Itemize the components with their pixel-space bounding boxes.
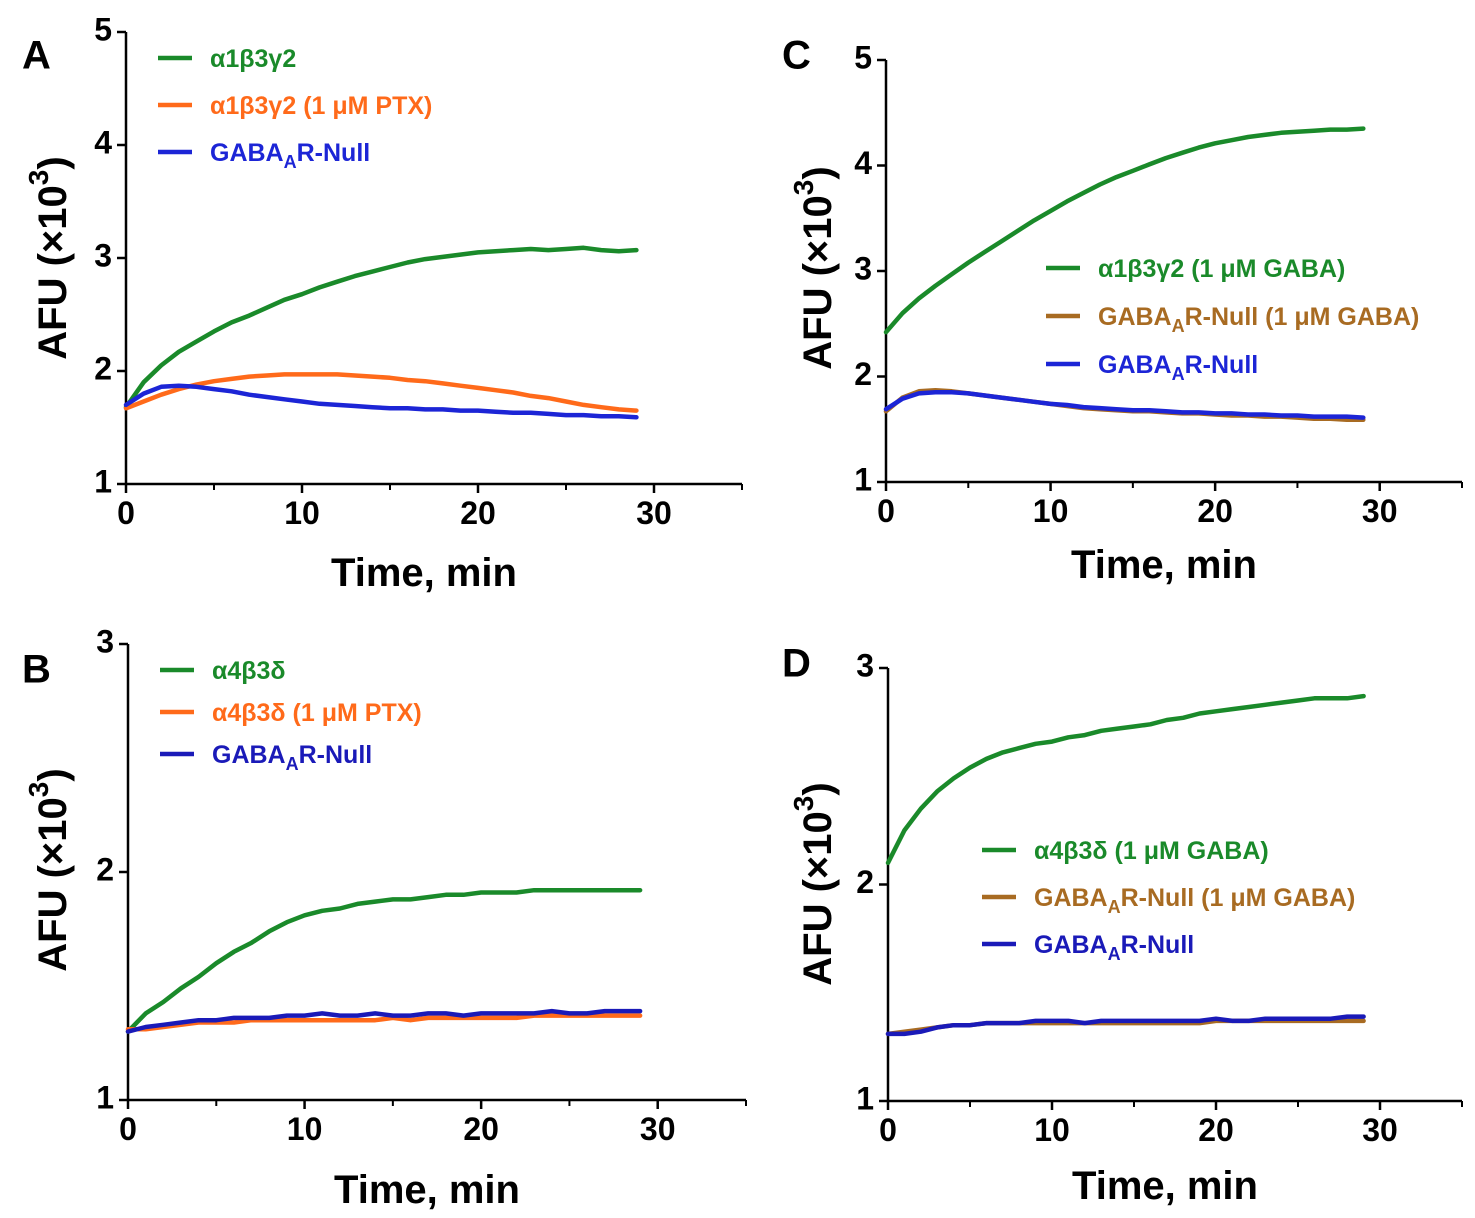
series-line-gabaar-null	[123, 383, 639, 420]
y-tick-label: 3	[96, 623, 114, 659]
panel-letter-c: C	[782, 34, 811, 78]
y-tick-label: 5	[854, 39, 872, 75]
x-tick-label: 30	[636, 495, 672, 531]
y-axis-label: AFU (×103)	[788, 166, 839, 369]
legend-label: α1β3γ2 (1 μM PTX)	[210, 92, 432, 120]
x-axis-label: Time, min	[1071, 543, 1257, 587]
y-tick-label: 1	[96, 1079, 114, 1115]
x-tick-label: 20	[463, 1111, 499, 1147]
legend-label: GABAAR-Null	[1034, 931, 1194, 964]
legend: α4β3δ α4β3δ (1 μM PTX) GABAAR-Null	[160, 657, 422, 774]
x-tick-label: 0	[879, 1112, 897, 1148]
legend-label: GABAAR-Null	[1098, 351, 1258, 384]
series-line-gabaar-null	[883, 390, 1366, 420]
panel-letter-b: B	[22, 648, 51, 692]
series-line-1-3-2-1-m-gaba	[883, 126, 1366, 335]
y-tick-label: 2	[96, 851, 114, 887]
legend-label: GABAAR-Null	[212, 741, 372, 774]
legend-label: α4β3δ (1 μM GABA)	[1034, 837, 1269, 865]
series-line-gabaar-null	[885, 1014, 1366, 1037]
y-tick-label: 2	[854, 356, 872, 392]
legend-label: GABAAR-Null	[210, 139, 370, 172]
series-line-gabaar-null	[125, 1008, 643, 1034]
y-tick-label: 3	[94, 237, 112, 273]
panel-d: D 0 10 20 30 1 2 3 Time, min AFU (×103) α4β3δ (1 μ…	[782, 642, 1463, 1208]
x-tick-label: 10	[287, 1111, 323, 1147]
series-line-1-3-2-1-m-ptx	[123, 372, 639, 413]
y-tick-label: 1	[854, 461, 872, 497]
x-axis-label: Time, min	[334, 1168, 520, 1212]
legend-label: GABAAR-Null (1 μM GABA)	[1098, 303, 1419, 336]
x-tick-label: 0	[119, 1111, 137, 1147]
x-tick-label: 30	[1362, 1112, 1398, 1148]
y-tick-label: 2	[94, 350, 112, 386]
y-tick-label: 4	[854, 145, 872, 181]
x-tick-label: 20	[1197, 493, 1233, 529]
legend-label: α1β3γ2	[210, 45, 296, 73]
legend-label: α4β3δ	[212, 657, 286, 685]
panel-letter-a: A	[22, 34, 51, 78]
legend: α1β3γ2 (1 μM GABA) GABAAR-Null (1 μM GABA…	[1046, 255, 1419, 384]
legend-label: α4β3δ (1 μM PTX)	[212, 699, 422, 727]
x-tick-label: 20	[460, 495, 496, 531]
x-tick-label: 0	[877, 493, 895, 529]
series-line-4-3-1-m-gaba	[885, 693, 1366, 866]
y-tick-label: 1	[94, 463, 112, 499]
legend: α1β3γ2 α1β3γ2 (1 μM PTX) GABAAR-Null	[158, 45, 432, 172]
legend: α4β3δ (1 μM GABA) GABAAR-Null (1 μM GABA)…	[982, 837, 1355, 964]
x-tick-label: 10	[284, 495, 320, 531]
y-tick-label: 5	[94, 11, 112, 47]
y-axis-label: AFU (×103)	[23, 156, 74, 359]
legend-label: α1β3γ2 (1 μM GABA)	[1098, 255, 1345, 283]
y-axis-label: AFU (×103)	[23, 768, 74, 971]
series-line-4-3	[125, 887, 643, 1034]
y-tick-label: 1	[856, 1080, 874, 1116]
series-line-4-3-1-m-ptx	[125, 1013, 643, 1032]
x-tick-label: 30	[640, 1111, 676, 1147]
panel-c: C 0 10 20 30 1 2 3 4 5 Time, min AFU (×103) α1β3γ2 (…	[782, 34, 1463, 587]
panel-letter-d: D	[782, 642, 811, 686]
x-tick-label: 20	[1198, 1112, 1234, 1148]
x-tick-label: 0	[117, 495, 135, 531]
legend-label: GABAAR-Null (1 μM GABA)	[1034, 884, 1355, 917]
x-axis-label: Time, min	[1072, 1164, 1258, 1208]
x-tick-label: 10	[1033, 493, 1069, 529]
y-tick-label: 3	[854, 250, 872, 286]
y-tick-label: 2	[856, 864, 874, 900]
x-axis-label: Time, min	[331, 551, 517, 595]
y-tick-label: 4	[94, 124, 112, 160]
y-tick-label: 3	[856, 647, 874, 683]
x-tick-label: 10	[1034, 1112, 1070, 1148]
y-axis-label: AFU (×103)	[788, 782, 839, 985]
series-line-1-3-2	[123, 245, 639, 410]
x-tick-label: 30	[1362, 493, 1398, 529]
